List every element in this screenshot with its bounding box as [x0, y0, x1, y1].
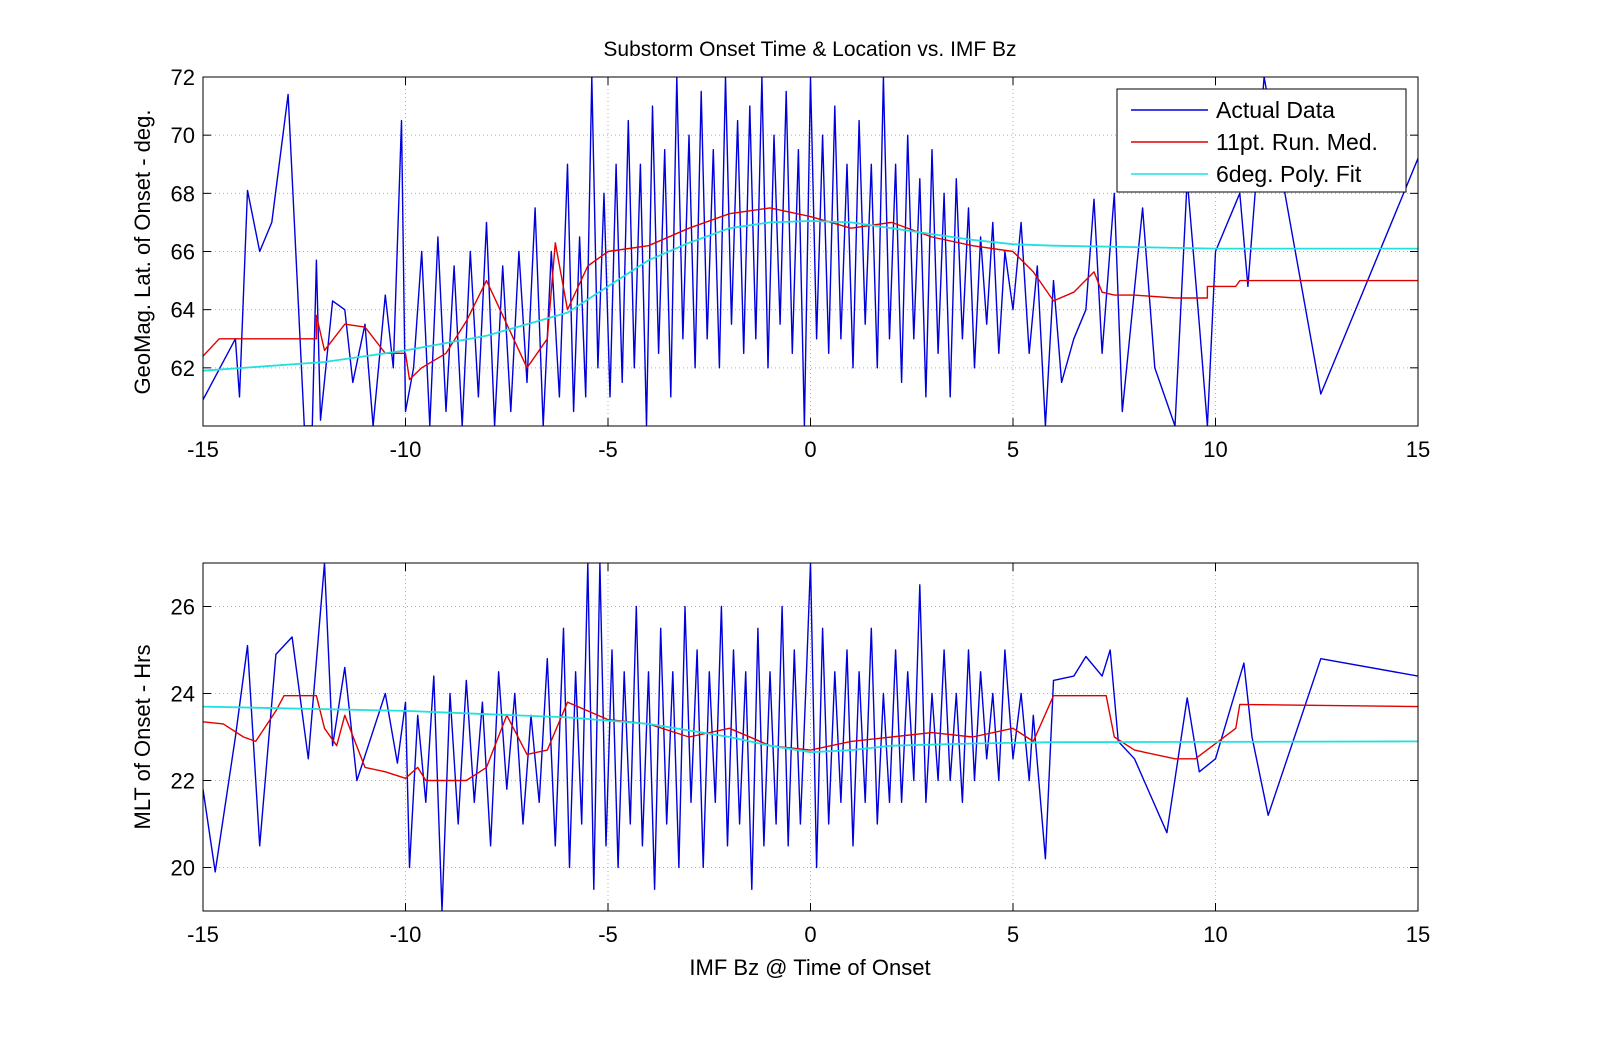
- x-tick-label: 5: [1007, 922, 1019, 947]
- series-group: [203, 77, 1418, 426]
- axes-frame: [202, 76, 1419, 427]
- x-tick-label: -15: [187, 922, 219, 947]
- x-tick-label: 10: [1203, 437, 1227, 462]
- y-tick-label: 24: [171, 682, 195, 707]
- y-tick-label: 72: [171, 65, 195, 90]
- y-tick-label: 70: [171, 123, 195, 148]
- x-axis-label: IMF Bz @ Time of Onset: [689, 955, 930, 980]
- actual-data-line: [203, 563, 1418, 911]
- y-tick-label: 22: [171, 769, 195, 794]
- y-tick-label: 26: [171, 595, 195, 620]
- poly-fit-line: [203, 705, 1418, 754]
- poly-fit-line: [203, 220, 1418, 372]
- y-tick-label: 62: [171, 356, 195, 381]
- x-tick-label: 0: [804, 922, 816, 947]
- legend-label-median: 11pt. Run. Med.: [1216, 129, 1378, 155]
- bottom-axes-mlt: -15 -10 -5 0 5 10 15 20 22 24 26: [171, 562, 1430, 947]
- axes-frame: [202, 562, 1419, 912]
- x-tick-label: 15: [1406, 437, 1430, 462]
- legend-label-actual: Actual Data: [1216, 97, 1335, 123]
- running-median-line: [203, 695, 1418, 782]
- y-tick-label: 20: [171, 856, 195, 881]
- y-axis-label-top: GeoMag. Lat. of Onset - deg.: [130, 110, 155, 395]
- x-tick-label: -5: [598, 922, 618, 947]
- legend-box: [1116, 88, 1407, 193]
- x-tick-label: -10: [390, 437, 422, 462]
- x-tick-label: 0: [804, 437, 816, 462]
- actual-data-line: [203, 77, 1418, 426]
- y-tick-label: 66: [171, 240, 195, 265]
- series-group: [203, 563, 1418, 911]
- legend-label-fit: 6deg. Poly. Fit: [1216, 161, 1362, 187]
- x-tick-label: 15: [1406, 922, 1430, 947]
- y-tick-label: 64: [171, 298, 195, 323]
- x-tick-label: 10: [1203, 922, 1227, 947]
- y-axis-label-bottom: MLT of Onset - Hrs: [130, 644, 155, 829]
- x-tick-label: 5: [1007, 437, 1019, 462]
- chart-title: Substorm Onset Time & Location vs. IMF B…: [603, 38, 1016, 61]
- y-tick-label: 68: [171, 181, 195, 206]
- x-tick-label: -5: [598, 437, 618, 462]
- x-tick-label: -15: [187, 437, 219, 462]
- plot-area: [203, 563, 1418, 911]
- legend: Actual Data 11pt. Run. Med. 6deg. Poly. …: [1116, 88, 1407, 193]
- x-tick-label: -10: [390, 922, 422, 947]
